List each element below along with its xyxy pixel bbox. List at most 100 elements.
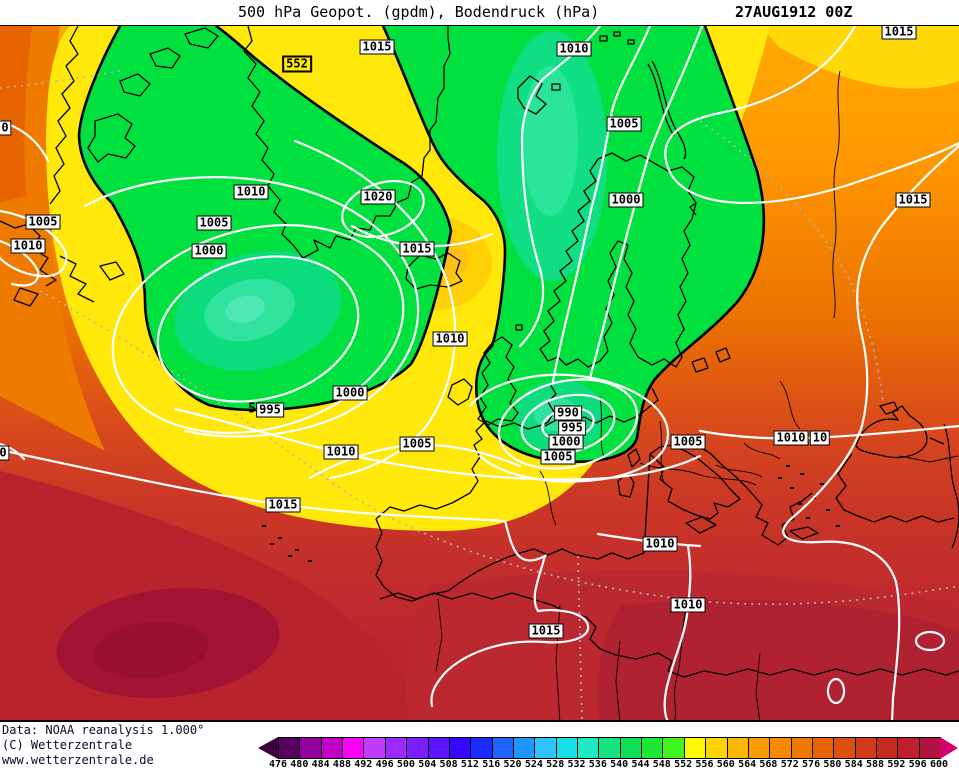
colorbar-tick-label: 564 — [738, 759, 757, 770]
pressure-label: 1015 — [895, 192, 931, 208]
colorbar-cell — [877, 738, 899, 758]
colorbar-tick-label: 548 — [652, 759, 671, 770]
colorbar-tick-label: 480 — [290, 759, 309, 770]
colorbar-left-arrow — [258, 737, 278, 759]
pressure-label: 1005 — [606, 116, 642, 132]
pressure-label: 1015 — [528, 623, 564, 639]
colorbar-right-arrow — [940, 737, 958, 759]
pressure-label: 0 — [0, 445, 10, 461]
colorbar-cell — [407, 738, 429, 758]
colorbar-cell — [535, 738, 557, 758]
map-title: 500 hPa Geopot. (gpdm), Bodendruck (hPa) — [238, 3, 600, 21]
website-text: www.wetterzentrale.de — [2, 753, 154, 767]
colorbar-cell — [449, 738, 472, 758]
colorbar-cell — [663, 738, 685, 758]
colorbar-cell — [599, 738, 621, 758]
colorbar-tick-label: 524 — [524, 759, 543, 770]
colorbar-tick-label: 532 — [567, 759, 586, 770]
colorbar-cell — [513, 738, 536, 758]
colorbar-cells — [278, 737, 941, 759]
pressure-label: 1005 — [196, 215, 232, 231]
colorbar-tick-label: 492 — [354, 759, 373, 770]
synoptic-map: 1015 1010 1005 1000 1015 1015 1010 1020 1005 1000… — [0, 25, 959, 722]
pressure-label: 1005 — [399, 436, 435, 452]
colorbar-tick-label: 516 — [482, 759, 501, 770]
pressure-label: 1015 — [399, 241, 435, 257]
colorbar-tick-label: 572 — [780, 759, 799, 770]
colorbar-tick-label: 528 — [546, 759, 565, 770]
pressure-label: 1010 — [773, 430, 809, 446]
colorbar-cell — [279, 738, 301, 758]
colorbar-tick-label: 488 — [332, 759, 351, 770]
colorbar-tick-label: 592 — [887, 759, 906, 770]
pressure-label: 1010 — [642, 536, 678, 552]
colorbar-cell — [364, 738, 386, 758]
colorbar-tick-label: 484 — [311, 759, 330, 770]
pressure-label: 1000 — [191, 243, 227, 259]
colorbar-tick-label: 520 — [503, 759, 522, 770]
colorbar-tick-label: 576 — [802, 759, 821, 770]
title-bar: 500 hPa Geopot. (gpdm), Bodendruck (hPa)… — [0, 0, 959, 25]
pressure-label: 1000 — [608, 192, 644, 208]
colorbar-cell — [428, 738, 450, 758]
colorbar-cell — [748, 738, 771, 758]
dotted-contours — [0, 70, 959, 720]
colorbar-cell — [855, 738, 878, 758]
colorbar-tick-label: 496 — [375, 759, 394, 770]
colorbar-tick-label: 596 — [908, 759, 927, 770]
pressure-label: 995 — [256, 402, 284, 418]
colorbar-cell — [343, 738, 365, 758]
pressure-label: 1010 — [10, 238, 46, 254]
geopotential-label: 5 — [248, 401, 256, 417]
colorbar-cell — [834, 738, 856, 758]
country-borders — [435, 70, 959, 720]
colorbar-cell — [919, 738, 941, 758]
colorbar-cell — [492, 738, 514, 758]
pressure-label: 990 — [554, 405, 582, 421]
height-shading — [0, 26, 959, 720]
colorbar-cell — [556, 738, 579, 758]
colorbar-cell — [300, 738, 322, 758]
footer: Data: NOAA reanalysis 1.000° (C) Wetterz… — [0, 722, 959, 770]
colorbar-cell — [770, 738, 792, 758]
pressure-label: 1010 — [670, 597, 706, 613]
colorbar-tick-label: 552 — [674, 759, 693, 770]
colorbar-tick-label: 536 — [588, 759, 607, 770]
pressure-label: 1005 — [25, 214, 61, 230]
pressure-label: 1015 — [265, 497, 301, 513]
pressure-label: 1005 — [540, 449, 576, 465]
colorbar-cell — [812, 738, 835, 758]
pressure-label: 0 — [0, 120, 12, 136]
colorbar-tick-label: 544 — [631, 759, 650, 770]
colorbar-tick-label: 584 — [844, 759, 863, 770]
colorbar-tick-label: 588 — [866, 759, 885, 770]
colorbar-tick-label: 512 — [460, 759, 479, 770]
colorbar-cell — [642, 738, 664, 758]
data-source-text: Data: NOAA reanalysis 1.000° — [2, 723, 205, 737]
colorbar-tick-label: 476 — [268, 759, 288, 770]
colorbar-tick-label: 556 — [695, 759, 714, 770]
pressure-label: 995 — [558, 420, 586, 436]
pressure-label: 1010 — [432, 331, 468, 347]
colorbar-cell — [578, 738, 600, 758]
colorbar-tick-label: 504 — [418, 759, 437, 770]
colorbar-cell — [898, 738, 920, 758]
copyright-text: (C) Wetterzentrale — [2, 738, 133, 752]
colorbar-cell — [684, 738, 707, 758]
colorbar-tick-label: 600 — [929, 759, 949, 770]
pressure-label: 1015 — [881, 26, 917, 40]
pressure-label: 1010 — [556, 41, 592, 57]
pressure-label: 1010 — [233, 184, 269, 200]
geopotential-label: 552 — [282, 55, 312, 73]
colorbar-tick-label: 540 — [610, 759, 629, 770]
colorbar-cell — [706, 738, 728, 758]
colorbar-cell — [385, 738, 408, 758]
pressure-label: 1015 — [359, 39, 395, 55]
colorbar-cell — [620, 738, 643, 758]
pressure-label: 10 — [809, 430, 831, 446]
map-timestamp: 27AUG1912 00Z — [735, 3, 853, 21]
pressure-label: 1010 — [323, 444, 359, 460]
colorbar-cell — [791, 738, 813, 758]
colorbar-tick-label: 580 — [823, 759, 842, 770]
